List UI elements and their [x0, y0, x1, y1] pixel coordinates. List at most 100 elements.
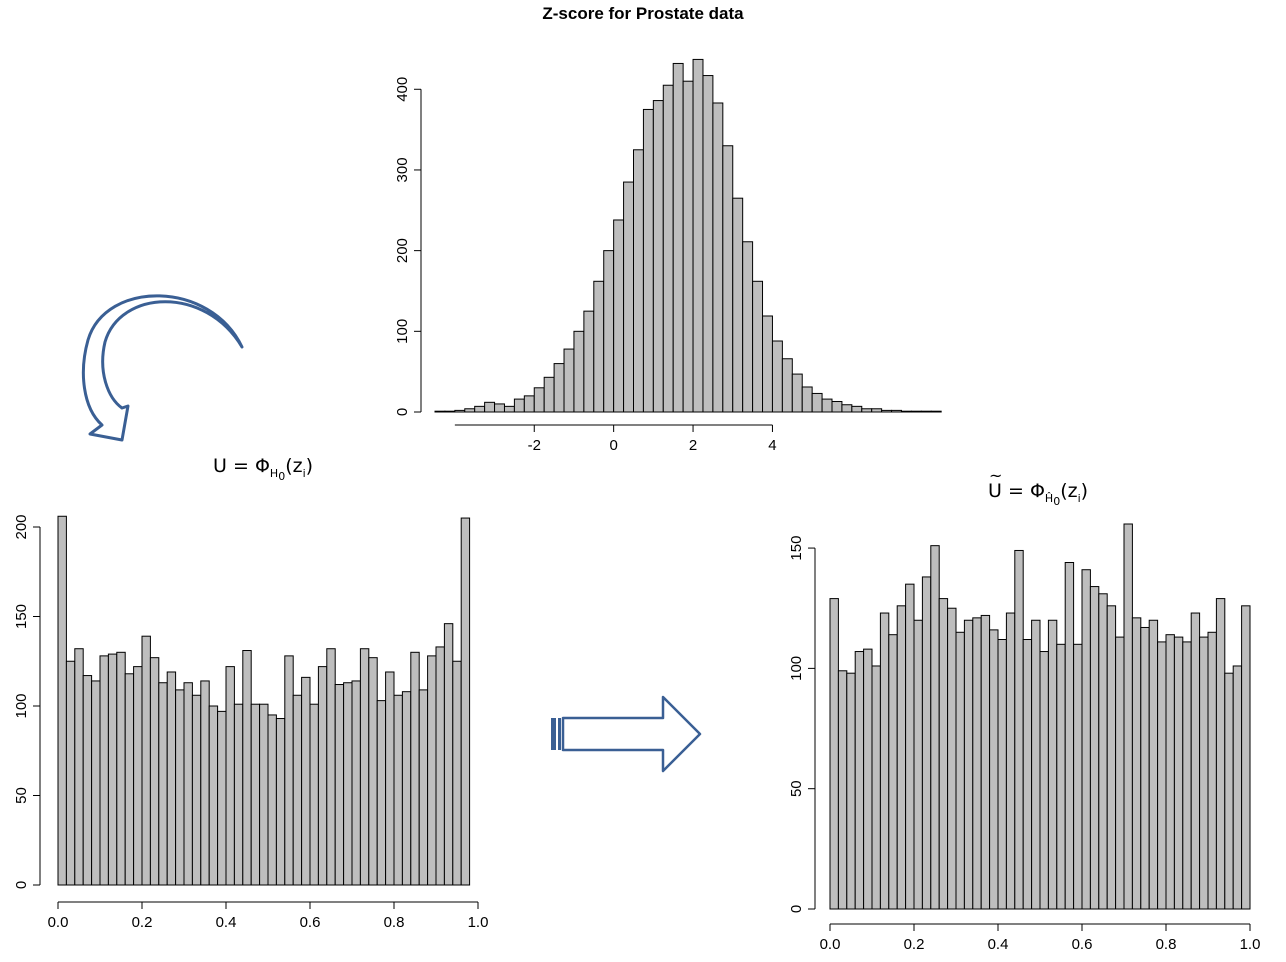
y-tick-label: 200: [394, 238, 411, 263]
histogram-bar: [891, 409, 902, 413]
histogram-bar: [116, 651, 126, 886]
y-tick-label: 400: [394, 77, 411, 102]
histogram-bar: [771, 340, 783, 413]
zscore-histogram: -2 0 2 4 0 100 200 300 400: [394, 58, 942, 454]
histogram-bar: [841, 404, 853, 413]
x-tick-label: -2: [528, 437, 541, 454]
histogram-bar: [1207, 631, 1217, 910]
histogram-bar: [920, 410, 932, 413]
y-tick-label: 150: [788, 536, 805, 561]
histogram-bar: [533, 387, 545, 413]
y-tick-label: 0: [788, 905, 805, 913]
histogram-bar: [292, 694, 303, 886]
y-tick-label: 100: [394, 319, 411, 344]
histogram-bar: [881, 409, 893, 413]
y-tick-label: 50: [13, 787, 30, 804]
histogram-bar: [854, 651, 865, 910]
histogram-bar: [74, 648, 84, 886]
histogram-bar: [662, 84, 674, 413]
y-tick-label: 300: [394, 157, 411, 182]
x-tick-label: 0.8: [384, 914, 405, 931]
histogram-bar: [863, 648, 873, 910]
histogram-bar: [1031, 619, 1041, 910]
histogram-bar: [200, 680, 210, 886]
histogram-bar: [401, 691, 412, 886]
histogram-bar: [284, 655, 294, 886]
histogram-bar: [250, 703, 261, 886]
histogram-bar: [888, 634, 898, 910]
histogram-bar: [930, 545, 940, 910]
curved-arrow-icon: [81, 294, 244, 442]
histogram-bar: [603, 250, 615, 413]
histogram-bar: [752, 280, 764, 413]
x-tick-label: 0.2: [132, 914, 153, 931]
histogram-bar: [317, 666, 328, 886]
histogram-bar: [1073, 643, 1083, 910]
histogram-bar: [326, 648, 336, 886]
histogram-bar: [1089, 586, 1100, 910]
histogram-bar: [692, 58, 704, 413]
x-tick-label: 4: [768, 437, 776, 454]
histogram-bar: [652, 100, 664, 413]
histogram-bar: [791, 373, 803, 413]
histogram-bar: [642, 108, 654, 413]
histogram-bar: [158, 682, 168, 886]
histogram-bar: [1123, 523, 1133, 910]
histogram-bar: [191, 694, 202, 886]
x-tick-label: 0.0: [48, 914, 69, 931]
histogram-bar: [1014, 549, 1024, 910]
histogram-bar: [418, 689, 429, 886]
u-tilde-formula: U = ΦĤ0(zi): [988, 466, 1088, 508]
histogram-bar: [309, 703, 319, 886]
histogram-bar: [1047, 619, 1058, 910]
histogram-bar: [523, 395, 535, 413]
histogram-bar: [427, 655, 437, 886]
histogram-bar: [133, 666, 143, 886]
histogram-bar: [1182, 641, 1192, 910]
histogram-bar: [1056, 643, 1066, 910]
u-tilde-histogram: 0.0 0.2 0.4 0.6 0.8 1.0 0 50 100 150: [788, 523, 1260, 953]
x-tick-label: 0: [609, 437, 617, 454]
histogram-bar: [1215, 598, 1226, 910]
histogram-bar: [1022, 639, 1033, 910]
histogram-bar: [1241, 605, 1251, 910]
y-tick-label: 100: [13, 693, 30, 718]
histogram-bar: [900, 410, 912, 413]
histogram-bar: [334, 684, 345, 886]
y-tick-label: 50: [788, 780, 805, 797]
histogram-bar: [1190, 612, 1201, 910]
histogram-bar: [732, 197, 744, 413]
y-tick-label: 0: [394, 408, 411, 416]
histogram-bar: [443, 623, 454, 886]
histogram-bar: [543, 376, 555, 413]
histogram-bar: [1005, 612, 1016, 910]
histogram-bar: [393, 694, 403, 886]
histogram-bar: [913, 619, 923, 910]
histogram-bar: [980, 614, 991, 910]
histogram-bar: [972, 617, 982, 910]
histogram-bar: [233, 703, 244, 886]
histogram-bar: [452, 660, 462, 886]
histogram-bar: [722, 145, 734, 413]
histogram-bar: [1064, 562, 1075, 910]
histogram-bar: [921, 576, 932, 910]
x-tick-label: 1.0: [468, 914, 489, 931]
y-tick-label: 100: [788, 656, 805, 681]
histogram-bar: [781, 358, 793, 413]
histogram-bar: [593, 280, 605, 413]
histogram-bar: [811, 392, 823, 413]
y-tick-label: 0: [13, 881, 30, 889]
histogram-bar: [460, 517, 471, 886]
histogram-bar: [124, 673, 135, 886]
u-formula: U = ΦH0(zi): [213, 455, 314, 483]
x-tick-label: 0.6: [300, 914, 321, 931]
histogram-bar: [1140, 626, 1150, 910]
histogram-bar: [368, 657, 378, 886]
histogram-bar: [464, 408, 476, 413]
x-tick-label: 0.6: [1072, 936, 1093, 953]
histogram-bar: [454, 409, 466, 413]
histogram-bar: [275, 718, 286, 886]
histogram-bar: [851, 405, 863, 413]
histogram-bar: [1115, 636, 1125, 910]
